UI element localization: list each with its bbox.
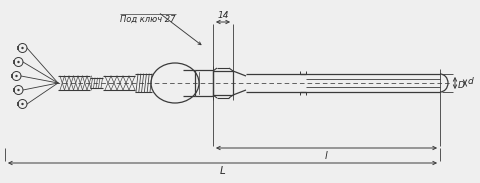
Text: Под ключ 27: Под ключ 27 (120, 15, 176, 24)
Text: 14: 14 (217, 11, 229, 20)
Text: d: d (468, 76, 474, 85)
Text: D: D (458, 81, 465, 89)
Text: L: L (220, 166, 226, 176)
Circle shape (17, 89, 20, 91)
Circle shape (15, 75, 18, 77)
Text: l: l (325, 151, 328, 161)
Circle shape (21, 103, 24, 105)
Circle shape (21, 47, 24, 49)
Circle shape (17, 61, 20, 63)
